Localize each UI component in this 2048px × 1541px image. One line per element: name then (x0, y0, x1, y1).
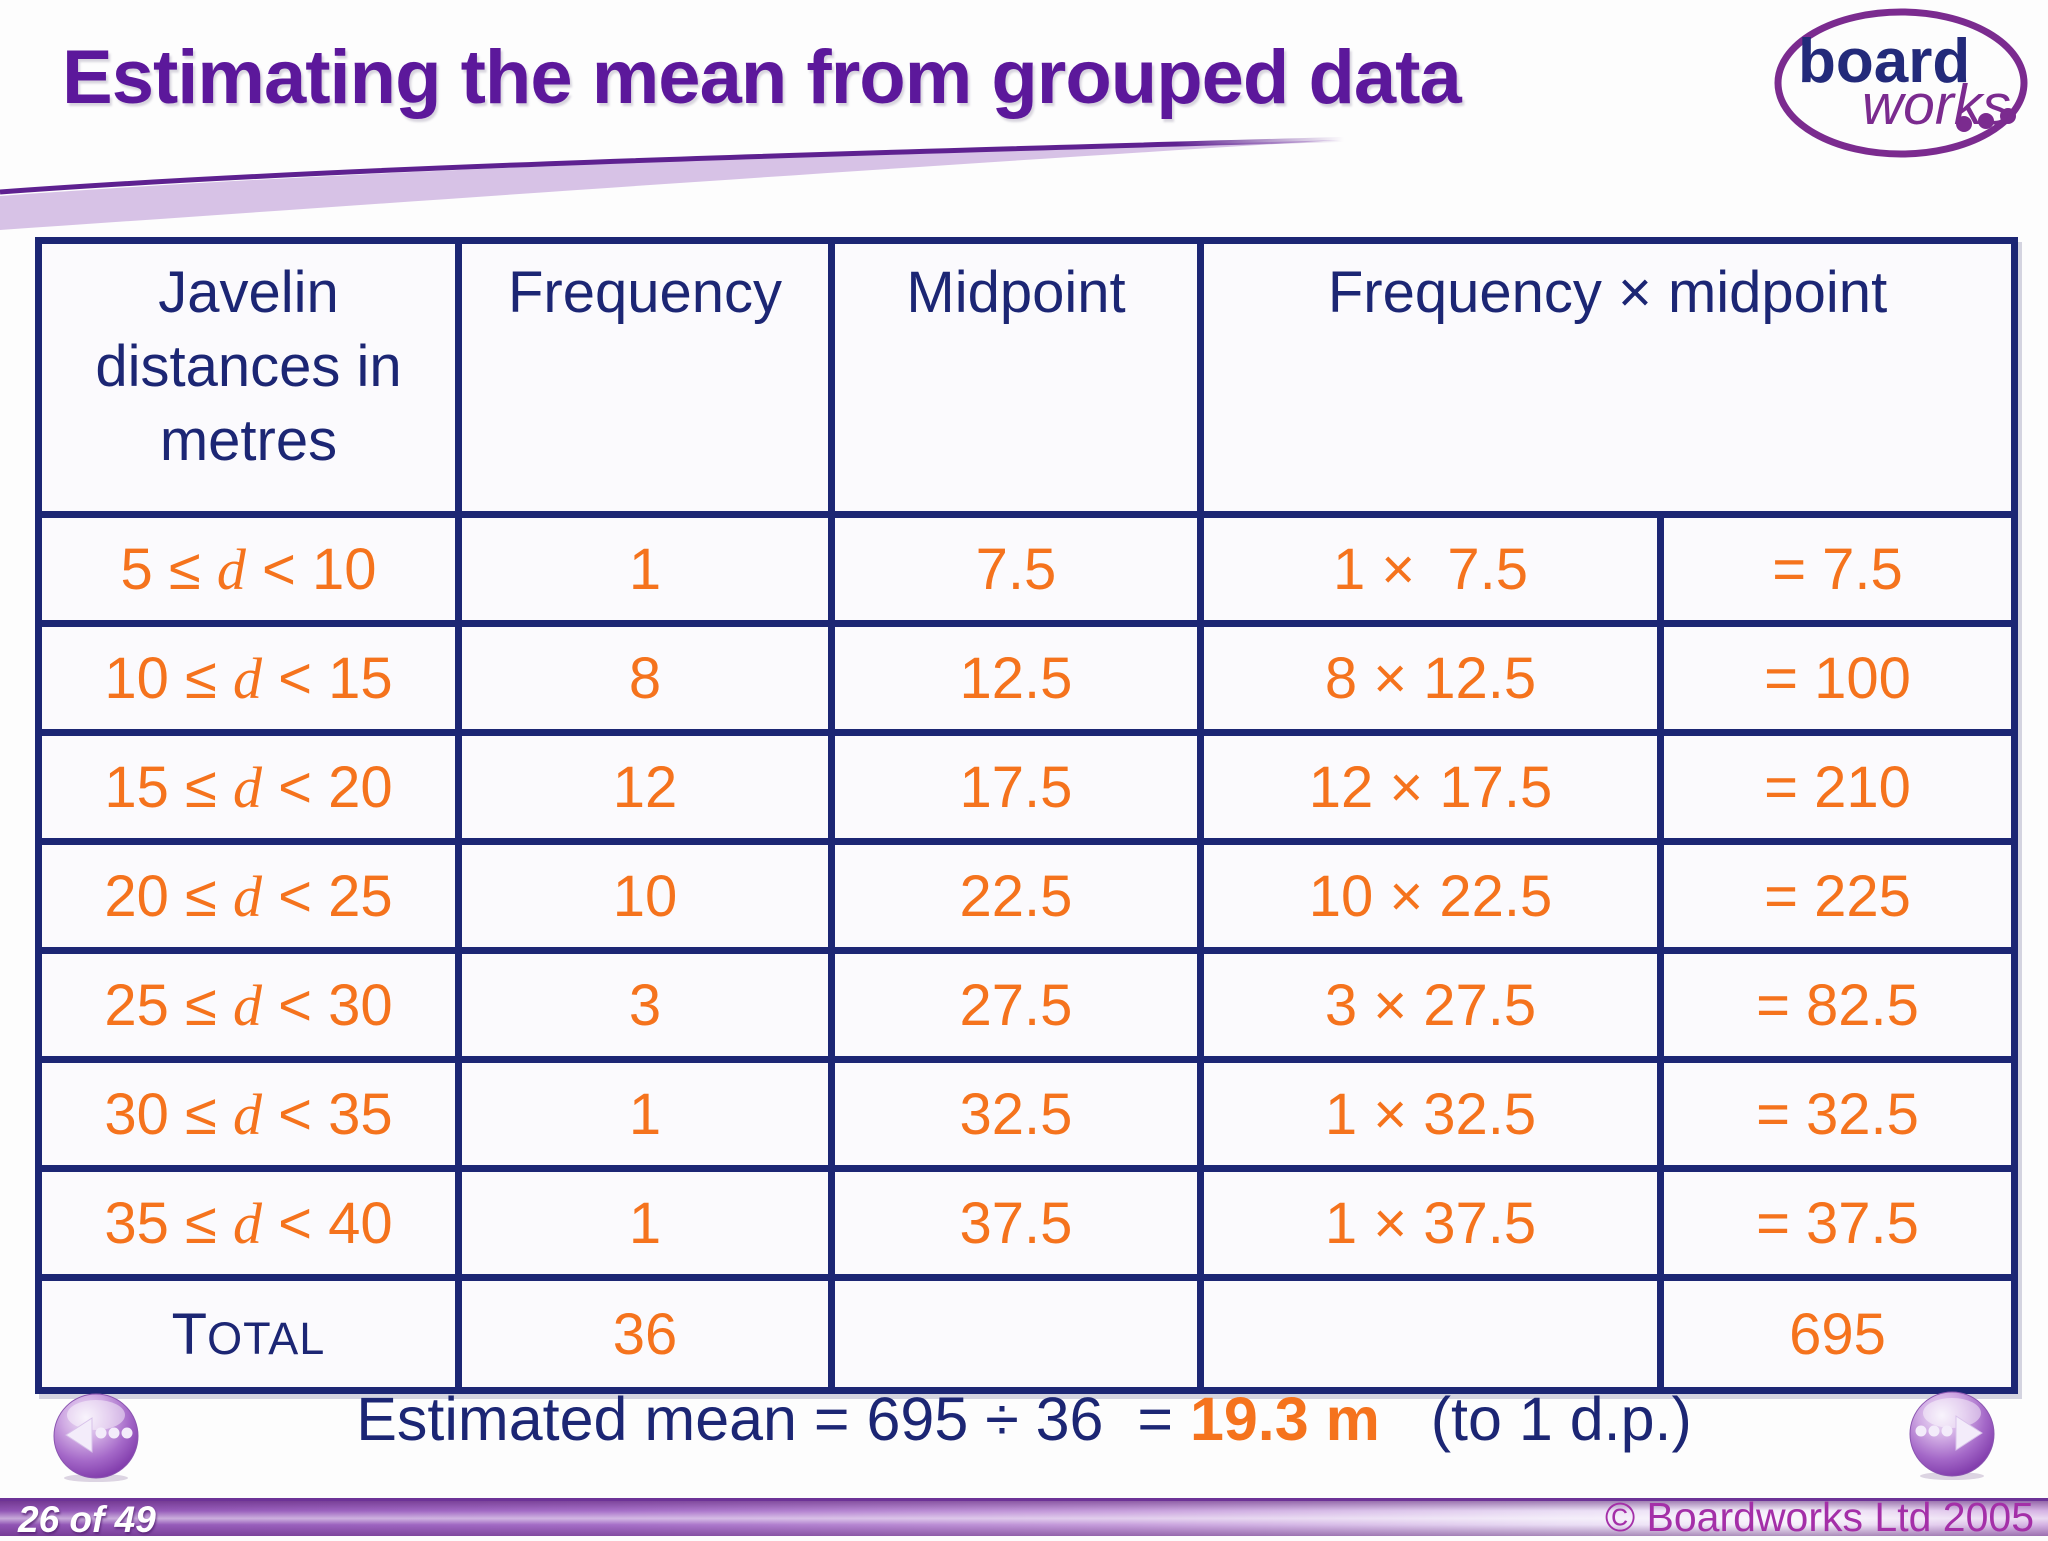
midpoint-cell: 22.5 (828, 838, 1204, 954)
table-row: 25 ≤ d < 30 3 27.5 3 × 27.5 = 82.5 (35, 947, 2019, 1063)
page-title: Estimating the mean from grouped data (62, 35, 1462, 120)
table-row: 20 ≤ d < 25 10 22.5 10 × 22.5 = 225 (35, 838, 2019, 954)
product-cell: 8 × 12.5 (1197, 620, 1664, 736)
result-cell: = 82.5 (1656, 947, 2019, 1063)
empty-cell (828, 1274, 1204, 1394)
table-row: 5 ≤ d < 10 1 7.5 1 × 7.5 = 7.5 (35, 511, 2019, 627)
result-cell: = 7.5 (1656, 511, 2019, 627)
mean-value: 19.3 m (1189, 1385, 1380, 1453)
midpoint-cell: 17.5 (828, 729, 1204, 845)
grouped-data-table: Javelin distances in metres Frequency Mi… (35, 237, 2019, 1394)
midpoint-cell: 12.5 (828, 620, 1204, 736)
table-row: 10 ≤ d < 15 8 12.5 8 × 12.5 = 100 (35, 620, 2019, 736)
midpoint-cell: 27.5 (828, 947, 1204, 1063)
range-cell: 30 ≤ d < 35 (35, 1056, 462, 1172)
table-row: 15 ≤ d < 20 12 17.5 12 × 17.5 = 210 (35, 729, 2019, 845)
frequency-cell: 12 (455, 729, 835, 845)
frequency-cell: 1 (455, 1056, 835, 1172)
table-row: 30 ≤ d < 35 1 32.5 1 × 32.5 = 32.5 (35, 1056, 2019, 1172)
header-frequency: Frequency (455, 237, 835, 518)
logo-ellipse-icon (1774, 8, 2028, 158)
result-cell: = 210 (1656, 729, 2019, 845)
product-cell: 1 × 7.5 (1197, 511, 1664, 627)
result-cell: = 32.5 (1656, 1056, 2019, 1172)
frequency-cell: 1 (455, 511, 835, 627)
product-cell: 1 × 32.5 (1197, 1056, 1664, 1172)
footer-bar (0, 1498, 2048, 1536)
product-cell: 1 × 37.5 (1197, 1165, 1664, 1281)
next-slide-button[interactable] (1906, 1388, 1998, 1480)
result-cell: = 37.5 (1656, 1165, 2019, 1281)
product-cell: 12 × 17.5 (1197, 729, 1664, 845)
triangle-left-icon (65, 1417, 93, 1453)
total-sum-cell: 695 (1656, 1274, 2019, 1394)
midpoint-cell: 7.5 (828, 511, 1204, 627)
page-indicator: 26 of 49 (18, 1499, 156, 1540)
table-row: 35 ≤ d < 40 1 37.5 1 × 37.5 = 37.5 (35, 1165, 2019, 1281)
range-cell: 15 ≤ d < 20 (35, 729, 462, 845)
prev-slide-button[interactable] (50, 1390, 142, 1482)
midpoint-cell: 32.5 (828, 1056, 1204, 1172)
result-cell: = 100 (1656, 620, 2019, 736)
frequency-cell: 10 (455, 838, 835, 954)
range-cell: 10 ≤ d < 15 (35, 620, 462, 736)
range-cell: 35 ≤ d < 40 (35, 1165, 462, 1281)
triangle-right-icon (1955, 1415, 1983, 1451)
result-cell: = 225 (1656, 838, 2019, 954)
header-javelin-distances: Javelin distances in metres (35, 237, 462, 518)
logo-works-text: works (1862, 73, 2011, 137)
copyright-text: © Boardworks Ltd 2005 (1604, 1494, 2034, 1540)
total-frequency-cell: 36 (455, 1274, 835, 1394)
estimated-mean-text: Estimated mean = 695 ÷ 36 = 19.3 m (to 1… (356, 1385, 1692, 1453)
midpoint-cell: 37.5 (828, 1165, 1204, 1281)
frequency-cell: 1 (455, 1165, 835, 1281)
product-cell: 10 × 22.5 (1197, 838, 1664, 954)
frequency-cell: 3 (455, 947, 835, 1063)
product-cell: 3 × 27.5 (1197, 947, 1664, 1063)
frequency-cell: 8 (455, 620, 835, 736)
logo-board-text: board (1798, 27, 1971, 96)
range-cell: 20 ≤ d < 25 (35, 838, 462, 954)
total-label-cell: TOTAL (35, 1274, 462, 1394)
table-total-row: TOTAL 36 695 (35, 1274, 2019, 1394)
swoosh-decoration (0, 127, 1681, 230)
boardworks-logo: board works (1770, 4, 2036, 168)
dots-icon (1915, 1425, 1953, 1437)
range-cell: 25 ≤ d < 30 (35, 947, 462, 1063)
header-midpoint: Midpoint (828, 237, 1204, 518)
range-cell: 5 ≤ d < 10 (35, 511, 462, 627)
table-header-row: Javelin distances in metres Frequency Mi… (35, 237, 2019, 518)
dots-icon (95, 1427, 133, 1439)
header-frequency-x-midpoint: Frequency × midpoint (1196, 237, 2019, 518)
empty-cell (1197, 1274, 1664, 1394)
